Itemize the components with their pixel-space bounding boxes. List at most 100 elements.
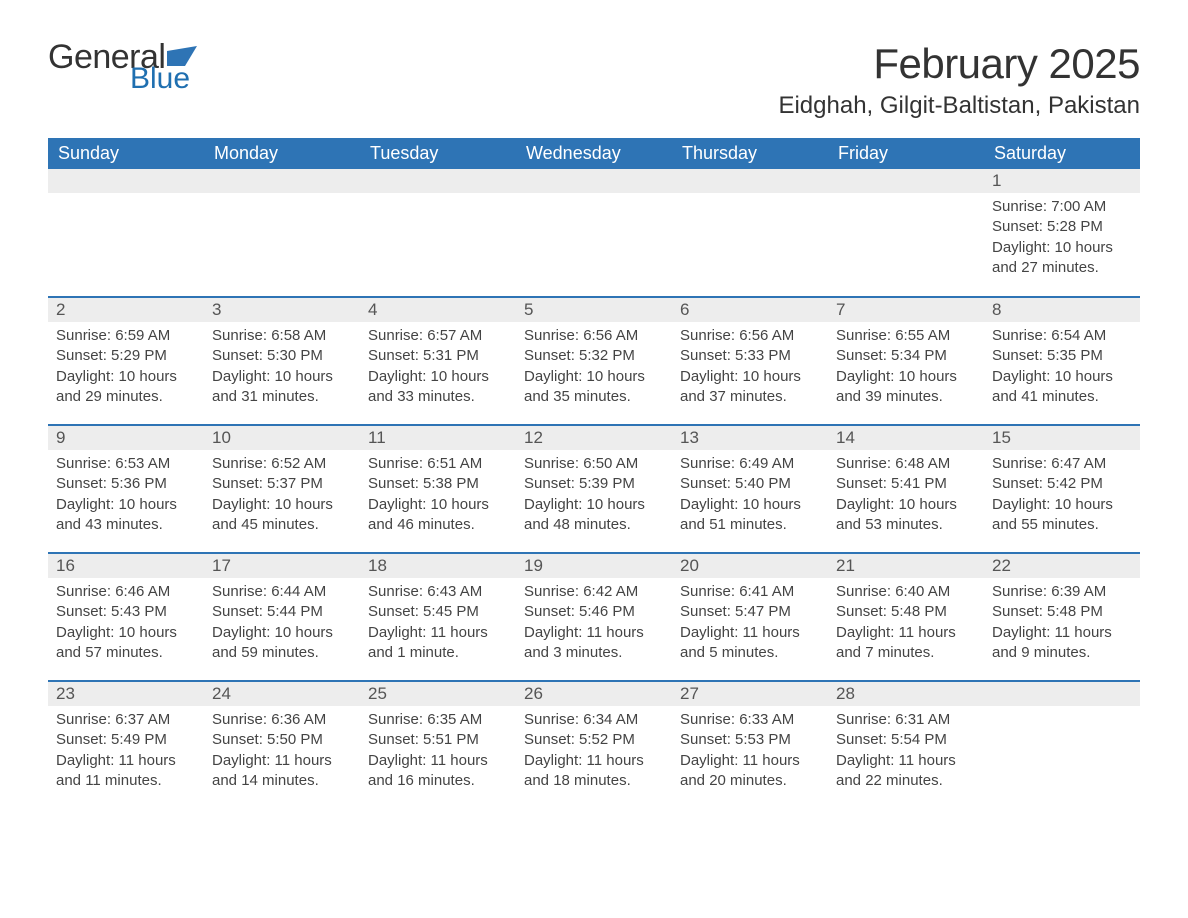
daylight-line1: Daylight: 10 hours: [836, 495, 976, 515]
sunrise-text: Sunrise: 6:57 AM: [368, 326, 508, 346]
weekday-header: Tuesday: [360, 138, 516, 169]
day-number-empty: [48, 169, 204, 193]
sunset-text: Sunset: 5:50 PM: [212, 730, 352, 750]
daylight-line1: Daylight: 11 hours: [368, 751, 508, 771]
sunset-text: Sunset: 5:44 PM: [212, 602, 352, 622]
day-details: Sunrise: 6:57 AMSunset: 5:31 PMDaylight:…: [360, 322, 516, 417]
daylight-line2: and 33 minutes.: [368, 387, 508, 407]
sunrise-text: Sunrise: 6:34 AM: [524, 710, 664, 730]
day-details: Sunrise: 6:56 AMSunset: 5:32 PMDaylight:…: [516, 322, 672, 417]
sunset-text: Sunset: 5:46 PM: [524, 602, 664, 622]
calendar-cell: [204, 169, 360, 297]
sunrise-text: Sunrise: 6:54 AM: [992, 326, 1132, 346]
sunrise-text: Sunrise: 6:58 AM: [212, 326, 352, 346]
brand-word2: Blue: [130, 64, 197, 94]
sunset-text: Sunset: 5:31 PM: [368, 346, 508, 366]
sunrise-text: Sunrise: 6:48 AM: [836, 454, 976, 474]
day-details: Sunrise: 6:53 AMSunset: 5:36 PMDaylight:…: [48, 450, 204, 545]
day-number: 15: [984, 426, 1140, 450]
weekday-header: Friday: [828, 138, 984, 169]
weekday-header-row: Sunday Monday Tuesday Wednesday Thursday…: [48, 138, 1140, 169]
sunrise-text: Sunrise: 6:55 AM: [836, 326, 976, 346]
day-details: Sunrise: 6:50 AMSunset: 5:39 PMDaylight:…: [516, 450, 672, 545]
daylight-line1: Daylight: 10 hours: [368, 367, 508, 387]
weekday-header: Sunday: [48, 138, 204, 169]
day-details: Sunrise: 6:56 AMSunset: 5:33 PMDaylight:…: [672, 322, 828, 417]
sunset-text: Sunset: 5:32 PM: [524, 346, 664, 366]
calendar-cell: 3Sunrise: 6:58 AMSunset: 5:30 PMDaylight…: [204, 297, 360, 425]
sunset-text: Sunset: 5:48 PM: [992, 602, 1132, 622]
sunrise-text: Sunrise: 6:47 AM: [992, 454, 1132, 474]
daylight-line2: and 55 minutes.: [992, 515, 1132, 535]
daylight-line1: Daylight: 11 hours: [524, 623, 664, 643]
day-number: 3: [204, 298, 360, 322]
day-number: 23: [48, 682, 204, 706]
day-details: Sunrise: 6:35 AMSunset: 5:51 PMDaylight:…: [360, 706, 516, 801]
daylight-line1: Daylight: 11 hours: [680, 751, 820, 771]
day-number: 10: [204, 426, 360, 450]
day-details: Sunrise: 6:39 AMSunset: 5:48 PMDaylight:…: [984, 578, 1140, 673]
calendar-cell: [672, 169, 828, 297]
calendar-cell: 6Sunrise: 6:56 AMSunset: 5:33 PMDaylight…: [672, 297, 828, 425]
daylight-line1: Daylight: 11 hours: [680, 623, 820, 643]
day-details: Sunrise: 6:37 AMSunset: 5:49 PMDaylight:…: [48, 706, 204, 801]
day-number: 13: [672, 426, 828, 450]
sunset-text: Sunset: 5:54 PM: [836, 730, 976, 750]
day-number: 14: [828, 426, 984, 450]
day-number: 27: [672, 682, 828, 706]
day-number: 28: [828, 682, 984, 706]
daylight-line1: Daylight: 11 hours: [56, 751, 196, 771]
day-number: 5: [516, 298, 672, 322]
daylight-line2: and 1 minute.: [368, 643, 508, 663]
month-title: February 2025: [778, 40, 1140, 88]
daylight-line1: Daylight: 10 hours: [680, 495, 820, 515]
calendar-row: 1Sunrise: 7:00 AMSunset: 5:28 PMDaylight…: [48, 169, 1140, 297]
calendar-row: 16Sunrise: 6:46 AMSunset: 5:43 PMDayligh…: [48, 553, 1140, 681]
day-number-empty: [516, 169, 672, 193]
daylight-line1: Daylight: 10 hours: [836, 367, 976, 387]
calendar-cell: 17Sunrise: 6:44 AMSunset: 5:44 PMDayligh…: [204, 553, 360, 681]
daylight-line1: Daylight: 11 hours: [836, 623, 976, 643]
day-number: 18: [360, 554, 516, 578]
weekday-header: Saturday: [984, 138, 1140, 169]
daylight-line1: Daylight: 10 hours: [992, 495, 1132, 515]
calendar-cell: 1Sunrise: 7:00 AMSunset: 5:28 PMDaylight…: [984, 169, 1140, 297]
calendar-cell: 9Sunrise: 6:53 AMSunset: 5:36 PMDaylight…: [48, 425, 204, 553]
sunrise-text: Sunrise: 6:49 AM: [680, 454, 820, 474]
daylight-line1: Daylight: 10 hours: [680, 367, 820, 387]
sunrise-text: Sunrise: 7:00 AM: [992, 197, 1132, 217]
sunset-text: Sunset: 5:36 PM: [56, 474, 196, 494]
daylight-line2: and 27 minutes.: [992, 258, 1132, 278]
day-number: 9: [48, 426, 204, 450]
day-details: Sunrise: 6:41 AMSunset: 5:47 PMDaylight:…: [672, 578, 828, 673]
day-details: Sunrise: 6:58 AMSunset: 5:30 PMDaylight:…: [204, 322, 360, 417]
sunset-text: Sunset: 5:51 PM: [368, 730, 508, 750]
daylight-line2: and 53 minutes.: [836, 515, 976, 535]
day-details: Sunrise: 6:51 AMSunset: 5:38 PMDaylight:…: [360, 450, 516, 545]
day-details: Sunrise: 6:48 AMSunset: 5:41 PMDaylight:…: [828, 450, 984, 545]
daylight-line1: Daylight: 10 hours: [212, 367, 352, 387]
daylight-line2: and 41 minutes.: [992, 387, 1132, 407]
sunrise-text: Sunrise: 6:40 AM: [836, 582, 976, 602]
daylight-line2: and 31 minutes.: [212, 387, 352, 407]
daylight-line2: and 48 minutes.: [524, 515, 664, 535]
daylight-line1: Daylight: 10 hours: [56, 623, 196, 643]
calendar-cell: 5Sunrise: 6:56 AMSunset: 5:32 PMDaylight…: [516, 297, 672, 425]
day-number: 1: [984, 169, 1140, 193]
day-details: Sunrise: 6:33 AMSunset: 5:53 PMDaylight:…: [672, 706, 828, 801]
calendar-cell: 20Sunrise: 6:41 AMSunset: 5:47 PMDayligh…: [672, 553, 828, 681]
day-number-empty: [828, 169, 984, 193]
daylight-line2: and 3 minutes.: [524, 643, 664, 663]
day-number-empty: [984, 682, 1140, 706]
calendar-cell: 13Sunrise: 6:49 AMSunset: 5:40 PMDayligh…: [672, 425, 828, 553]
sunset-text: Sunset: 5:41 PM: [836, 474, 976, 494]
daylight-line2: and 43 minutes.: [56, 515, 196, 535]
daylight-line2: and 22 minutes.: [836, 771, 976, 791]
calendar-cell: [516, 169, 672, 297]
day-details: Sunrise: 6:59 AMSunset: 5:29 PMDaylight:…: [48, 322, 204, 417]
day-details: Sunrise: 6:34 AMSunset: 5:52 PMDaylight:…: [516, 706, 672, 801]
daylight-line2: and 45 minutes.: [212, 515, 352, 535]
calendar-table: Sunday Monday Tuesday Wednesday Thursday…: [48, 138, 1140, 809]
calendar-cell: 4Sunrise: 6:57 AMSunset: 5:31 PMDaylight…: [360, 297, 516, 425]
calendar-row: 9Sunrise: 6:53 AMSunset: 5:36 PMDaylight…: [48, 425, 1140, 553]
